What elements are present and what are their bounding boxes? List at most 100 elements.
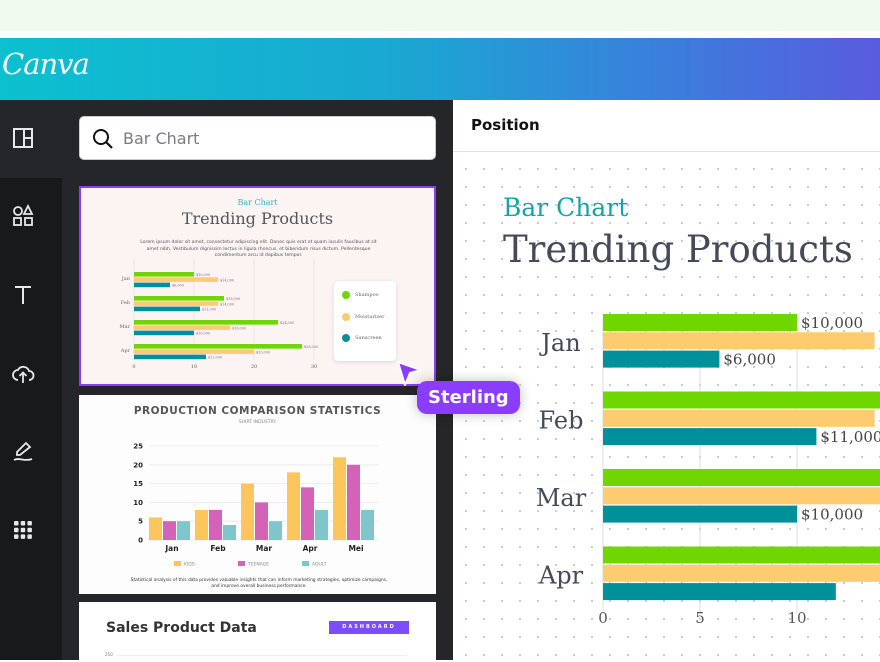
- bar-adult: [223, 524, 236, 540]
- bar-moisturizer: [134, 277, 218, 282]
- bar-teenage: [301, 487, 314, 540]
- legend-swatch: [342, 291, 350, 299]
- data-label: $11,000: [820, 428, 880, 446]
- data-label: $14,000: [220, 302, 234, 306]
- apps-icon[interactable]: [11, 518, 35, 542]
- legend-label: ADULT: [312, 562, 327, 568]
- legend-swatch: [302, 561, 309, 566]
- y-tick-label: 15: [133, 480, 143, 488]
- gridline: [117, 655, 407, 656]
- y-tick-label: 10: [133, 499, 143, 507]
- bar-moisturizer: [134, 325, 230, 330]
- bar-kids: [149, 517, 162, 540]
- card-title: Trending Products: [181, 209, 334, 228]
- collaborator-name-tag: Sterling: [417, 381, 520, 414]
- bar-sunscreen: [603, 505, 797, 523]
- category-label: Feb: [539, 407, 584, 435]
- draw-icon[interactable]: [11, 440, 35, 464]
- upload-icon[interactable]: [11, 362, 35, 386]
- bar-sunscreen: [134, 282, 170, 288]
- data-label: $15,000: [226, 297, 240, 301]
- browser-top-band: [0, 0, 880, 31]
- template-card-sales-product-data[interactable]: Sales Product Data DASHBOARD 250: [79, 602, 436, 662]
- legend-item: Moisturizer: [342, 312, 385, 321]
- x-tick-label: 0: [598, 609, 608, 627]
- category-label: Feb: [210, 544, 226, 553]
- y-tick-label: 20: [133, 461, 143, 469]
- bar-kids: [195, 509, 208, 540]
- bar-teenage: [255, 502, 268, 540]
- search-input[interactable]: Bar Chart: [79, 116, 436, 160]
- bar-shampoo: [603, 314, 797, 331]
- layout-icon[interactable]: [11, 126, 35, 150]
- y-tick-label: 25: [133, 443, 143, 451]
- bar-sunscreen: [603, 350, 720, 368]
- chart-subtitle[interactable]: Bar Chart: [503, 193, 629, 222]
- bar-moisturizer: [603, 487, 880, 505]
- bar-sunscreen: [134, 354, 206, 360]
- card1-chart: 0 10 20 30 Jan $10,000 $14,000 $6,000 Feb $15,000…: [120, 258, 318, 370]
- bar-adult: [361, 509, 374, 540]
- data-label: $20,000: [256, 350, 270, 354]
- canva-logo[interactable]: Canva: [2, 47, 90, 81]
- canvas-bar-chart[interactable]: 0 5 10 Jan $10,000 $6,000 Feb $11,000 Mar $10,000…: [453, 290, 880, 660]
- x-tick-label: 10: [787, 609, 806, 627]
- bar-shampoo: [134, 320, 278, 325]
- legend-swatch: [174, 561, 181, 566]
- x-tick-label: 0: [132, 364, 135, 370]
- bar-shampoo: [134, 344, 302, 349]
- bar-sunscreen: [134, 306, 200, 312]
- legend-label: Shampoo: [355, 292, 379, 298]
- data-label: $10,000: [196, 332, 210, 336]
- y-tick-label: 5: [138, 518, 143, 526]
- card-title: Sales Product Data: [106, 620, 257, 636]
- data-label: $10,000: [801, 314, 863, 332]
- data-label: $16,000: [232, 326, 246, 330]
- template-card-production-comparison[interactable]: PRODUCTION COMPARISON STATISTICS SHIRT I…: [79, 395, 436, 594]
- category-label: Jan: [121, 276, 131, 282]
- position-label[interactable]: Position: [471, 116, 540, 134]
- category-label: Mar: [256, 544, 273, 553]
- bar-sunscreen: [603, 583, 836, 601]
- legend-swatch: [342, 334, 350, 342]
- bar-moisturizer: [603, 564, 880, 582]
- data-label: $10,000: [196, 273, 210, 277]
- category-label: Apr: [303, 544, 318, 553]
- text-icon[interactable]: [11, 283, 35, 307]
- bar-teenage: [347, 464, 360, 540]
- bar-kids: [241, 483, 254, 540]
- chart-title[interactable]: Trending Products: [503, 228, 853, 271]
- bar-shampoo: [134, 272, 194, 277]
- data-label: $14,000: [220, 278, 234, 282]
- template-card-trending-products[interactable]: Bar Chart Trending Products Lorem ipsum …: [79, 186, 436, 386]
- bar-moisturizer: [134, 349, 254, 354]
- bar-moisturizer: [134, 301, 218, 306]
- data-label: $12,000: [208, 356, 222, 360]
- x-tick-label: 30: [311, 364, 317, 370]
- category-label: Mei: [348, 544, 363, 553]
- legend-label: Moisturizer: [355, 313, 385, 320]
- bar-adult: [269, 521, 282, 540]
- card-subtitle: Bar Chart: [237, 198, 278, 207]
- app-header: [0, 38, 880, 100]
- y-tick: 250: [105, 652, 113, 657]
- category-label: Mar: [536, 484, 587, 512]
- card2-chart: 0 5 10 15 20 25 Jan Feb Mar Apr Mei KIDS TEENAGE ADUL…: [133, 443, 379, 568]
- x-tick-label: 5: [695, 609, 705, 627]
- elements-icon[interactable]: [11, 203, 35, 228]
- data-label: $10,000: [801, 506, 863, 524]
- bar-adult: [315, 509, 328, 540]
- category-label: Jan: [538, 329, 580, 357]
- category-label: Mar: [120, 324, 131, 330]
- bar-moisturizer: [603, 332, 875, 350]
- dashboard-badge: DASHBOARD: [329, 621, 409, 634]
- category-label: Feb: [121, 300, 130, 306]
- bar-moisturizer: [603, 409, 875, 427]
- bar-kids: [287, 472, 300, 540]
- data-label: $6,000: [172, 284, 184, 288]
- legend-label: TEENAGE: [247, 562, 269, 568]
- bar-kids: [333, 457, 346, 540]
- card1-legend: Shampoo Moisturizer Sunscreen: [334, 281, 396, 361]
- data-label: $28,000: [304, 345, 318, 349]
- card-body: Lorem ipsum dolor sit amet, consectetur …: [140, 240, 377, 258]
